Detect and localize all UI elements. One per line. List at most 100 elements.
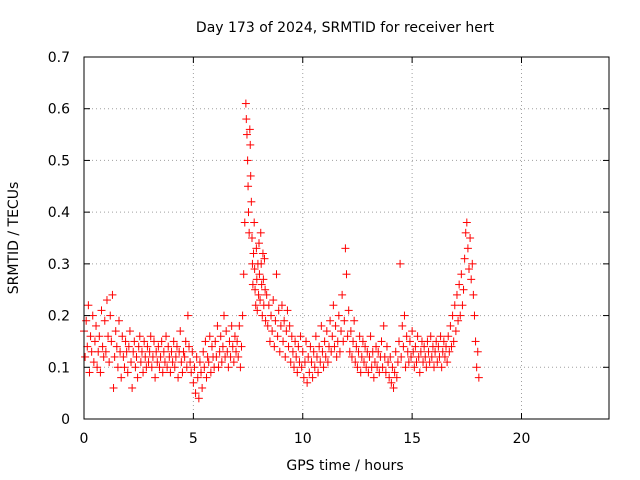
data-point	[307, 358, 316, 367]
data-point	[225, 337, 234, 346]
data-point	[275, 347, 284, 356]
data-point	[277, 301, 286, 310]
data-point	[267, 311, 276, 320]
data-point	[265, 337, 274, 346]
data-point	[337, 327, 346, 336]
data-point	[117, 373, 126, 382]
data-point	[395, 337, 403, 346]
data-point	[191, 389, 200, 398]
data-point	[224, 363, 233, 372]
data-point	[455, 280, 464, 289]
data-point	[220, 311, 228, 320]
data-point	[387, 378, 396, 387]
x-tick-label: 20	[513, 431, 531, 447]
data-point	[425, 358, 434, 367]
data-point	[322, 327, 331, 336]
data-point	[365, 352, 374, 361]
data-point	[134, 342, 143, 351]
data-point	[290, 363, 298, 372]
data-point	[177, 358, 186, 367]
data-point	[430, 363, 438, 372]
data-point	[378, 363, 387, 372]
data-point	[437, 363, 446, 372]
y-tick-label: 0.7	[48, 50, 70, 66]
data-point	[372, 342, 381, 351]
data-point	[90, 337, 99, 346]
data-point	[397, 352, 406, 361]
data-point	[236, 363, 245, 372]
data-point	[259, 275, 268, 284]
data-point	[332, 352, 341, 361]
data-point	[204, 358, 213, 367]
data-point	[155, 363, 164, 372]
data-point	[104, 332, 113, 341]
data-point	[256, 228, 265, 237]
data-point	[83, 342, 92, 351]
data-point	[354, 347, 363, 356]
data-point	[293, 368, 302, 377]
data-point	[241, 99, 250, 108]
data-point	[136, 358, 145, 367]
data-point	[448, 311, 457, 320]
data-point	[183, 311, 192, 320]
data-point	[411, 342, 420, 351]
data-point	[358, 337, 367, 346]
y-tick-label: 0.3	[48, 257, 70, 273]
data-point	[427, 352, 436, 361]
data-point	[329, 301, 338, 310]
data-point	[469, 290, 478, 299]
data-point	[102, 296, 111, 305]
data-point	[242, 115, 251, 124]
data-point	[466, 234, 475, 242]
data-point	[355, 332, 364, 341]
data-point	[182, 363, 191, 372]
data-point	[334, 311, 343, 320]
data-point	[246, 171, 255, 180]
data-point	[245, 125, 254, 134]
data-point	[118, 332, 127, 341]
data-point	[294, 342, 303, 351]
data-point	[285, 321, 294, 330]
data-point	[398, 321, 407, 330]
data-point	[262, 290, 271, 299]
data-point	[213, 321, 222, 330]
data-point	[439, 337, 448, 346]
data-point	[434, 342, 443, 351]
data-point	[261, 316, 270, 325]
data-point	[432, 337, 441, 346]
data-point	[296, 332, 305, 341]
data-point	[257, 259, 266, 268]
plot-frame	[83, 56, 610, 420]
data-point	[129, 347, 138, 356]
data-point	[93, 363, 102, 372]
data-point	[246, 140, 255, 149]
data-point	[468, 259, 477, 268]
data-point	[235, 321, 244, 330]
data-point	[101, 347, 110, 356]
data-point	[281, 352, 290, 361]
data-point	[187, 368, 196, 377]
data-point	[156, 352, 165, 361]
data-point	[456, 311, 465, 320]
data-point	[446, 321, 455, 330]
data-point	[271, 316, 280, 325]
data-point	[389, 383, 398, 392]
data-point	[192, 352, 201, 361]
data-point	[108, 290, 117, 299]
data-point	[95, 332, 104, 341]
data-point	[168, 358, 177, 367]
data-point	[147, 363, 156, 372]
data-point	[377, 337, 386, 346]
data-point	[400, 311, 409, 320]
data-point	[436, 332, 445, 341]
data-point	[169, 337, 178, 346]
data-point	[97, 306, 106, 315]
data-point	[250, 218, 259, 227]
x-tick-label: 15	[403, 431, 421, 447]
data-point	[350, 316, 359, 325]
y-tick-label: 0.4	[48, 205, 70, 221]
data-point	[369, 373, 378, 382]
data-point	[170, 363, 179, 372]
data-point	[130, 337, 139, 346]
data-point	[232, 347, 241, 356]
